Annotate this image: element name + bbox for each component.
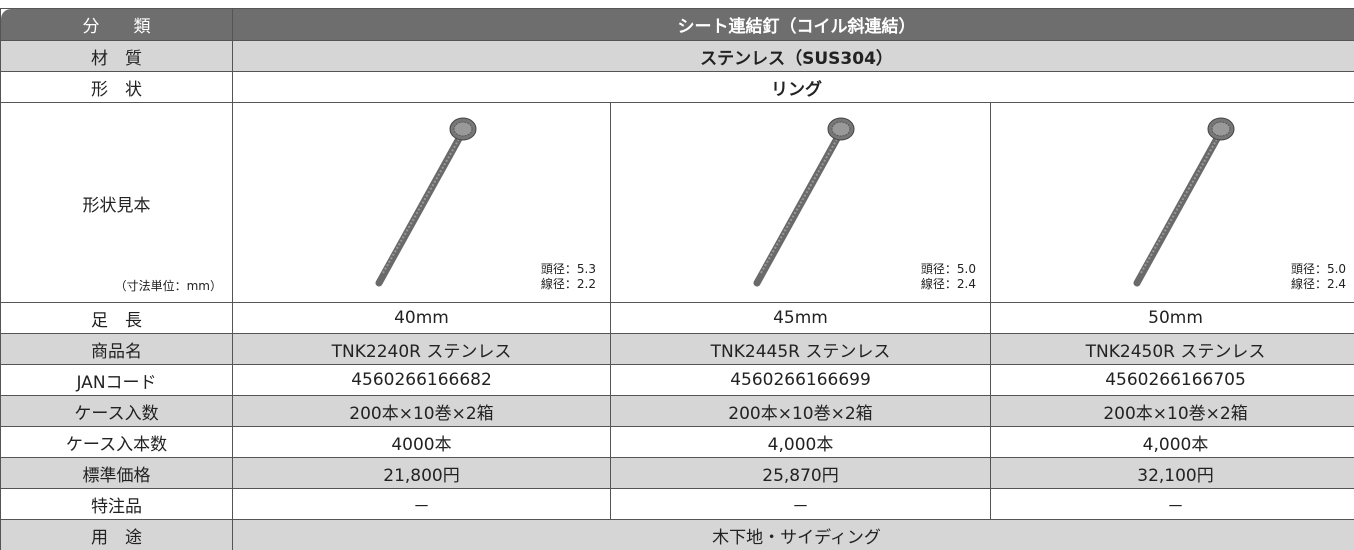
dimensions: 頭径：5.0 線径：2.4 [1291, 262, 1346, 292]
table-row: 形 状リング [0, 71, 1354, 103]
row-label: ケース入数 [0, 395, 233, 427]
table-row: 商品名 TNK2240R ステンレス TNK2445R ステンレス TNK2450R … [0, 333, 1354, 365]
cell: 200本×10巻×2箱 [610, 395, 991, 427]
cell: 4560266166699 [610, 364, 991, 396]
dimension: 頭径：5.0 [920, 262, 976, 276]
cell: TNK2240R ステンレス [232, 333, 611, 365]
table-row: ケース入数 200本×10巻×2箱 200本×10巻×2箱 200本×10巻×2箱 [0, 395, 1354, 427]
row-value: シート連結釘（コイル斜連結） [231, 8, 1354, 41]
row-label: 商品名 [0, 333, 233, 365]
cell: 32,100円 [989, 457, 1354, 489]
cell: － [232, 488, 611, 520]
table-row: 特注品－－－ [0, 488, 1354, 520]
row-label: 特注品 [0, 488, 233, 520]
row-label: JANコード [0, 364, 233, 396]
table-row: 材 質ステンレス（SUS304） [0, 40, 1354, 72]
cell: 25,870円 [610, 457, 991, 489]
dimension: 頭径：5.0 [1290, 262, 1347, 276]
nail-image [1133, 117, 1235, 287]
cell: 4000本 [232, 426, 611, 458]
nail-image [375, 117, 477, 287]
row-label: 形 状 [0, 71, 233, 103]
table-row: 形状見本 （寸法単位：mm） 頭径：5.3 線径：2.2 頭径：5.0 線径：2.4 頭径：… [0, 102, 1354, 303]
dimension: 線径：2.2 [540, 277, 596, 291]
nail-image [753, 117, 855, 287]
row-label: 形状見本 （寸法単位：mm） [0, 102, 233, 303]
cell: 21,800円 [232, 457, 611, 489]
cell: － [989, 488, 1354, 520]
row-label: 分 類 [0, 8, 233, 41]
row-label: 標準価格 [0, 457, 233, 489]
cell: 45mm [610, 302, 991, 334]
cell: 50mm [989, 302, 1354, 334]
cell: － [610, 488, 991, 520]
cell: TNK2445R ステンレス [610, 333, 991, 365]
table-row: 足 長 40mm 45mm 50mm [0, 302, 1354, 334]
dimensions: 頭径：5.3 線径：2.2 [541, 262, 596, 292]
dimensions: 頭径：5.0 線径：2.4 [921, 262, 976, 292]
sample-cell: 頭径：5.0 線径：2.4 [610, 102, 991, 303]
dimension: 線径：2.4 [1290, 277, 1347, 291]
table-row: 分 類シート連結釘（コイル斜連結） [0, 8, 1354, 41]
unit-note: （寸法単位：mm） [114, 279, 222, 293]
cell: 4,000本 [989, 426, 1354, 458]
row-value: ステンレス（SUS304） [231, 40, 1354, 72]
table-row: 用 途木下地・サイディング [0, 519, 1354, 550]
row-label: 足 長 [0, 302, 233, 334]
sample-cell: 頭径：5.0 線径：2.4 [989, 102, 1354, 303]
cell: 4560266166705 [989, 364, 1354, 396]
cell: TNK2450R ステンレス [989, 333, 1354, 365]
row-label: 用 途 [0, 519, 233, 550]
cell: 40mm [232, 302, 611, 334]
sample-cell: 頭径：5.3 線径：2.2 [232, 102, 611, 303]
dimension: 線径：2.4 [920, 277, 976, 291]
row-value: 木下地・サイディング [231, 519, 1354, 550]
cell: 4,000本 [610, 426, 991, 458]
cell: 4560266166682 [232, 364, 611, 396]
dimension: 頭径：5.3 [540, 262, 596, 276]
table-row: 標準価格 21,800円 25,870円 32,100円 [0, 457, 1354, 489]
row-label: 材 質 [0, 40, 233, 72]
row-value: リング [231, 71, 1354, 103]
row-label: ケース入本数 [0, 426, 233, 458]
cell: 200本×10巻×2箱 [989, 395, 1354, 427]
table-row: JANコード 4560266166682 4560266166699 45602661… [0, 364, 1354, 396]
table-row: ケース入本数 4000本 4,000本 4,000本 [0, 426, 1354, 458]
sample-label: 形状見本 [82, 196, 151, 216]
spec-table: 分 類シート連結釘（コイル斜連結）材 質ステンレス（SUS304）形 状リング形… [0, 8, 1354, 550]
cell: 200本×10巻×2箱 [232, 395, 611, 427]
table-wrap: 分 類シート連結釘（コイル斜連結）材 質ステンレス（SUS304）形 状リング形… [0, 8, 1354, 550]
